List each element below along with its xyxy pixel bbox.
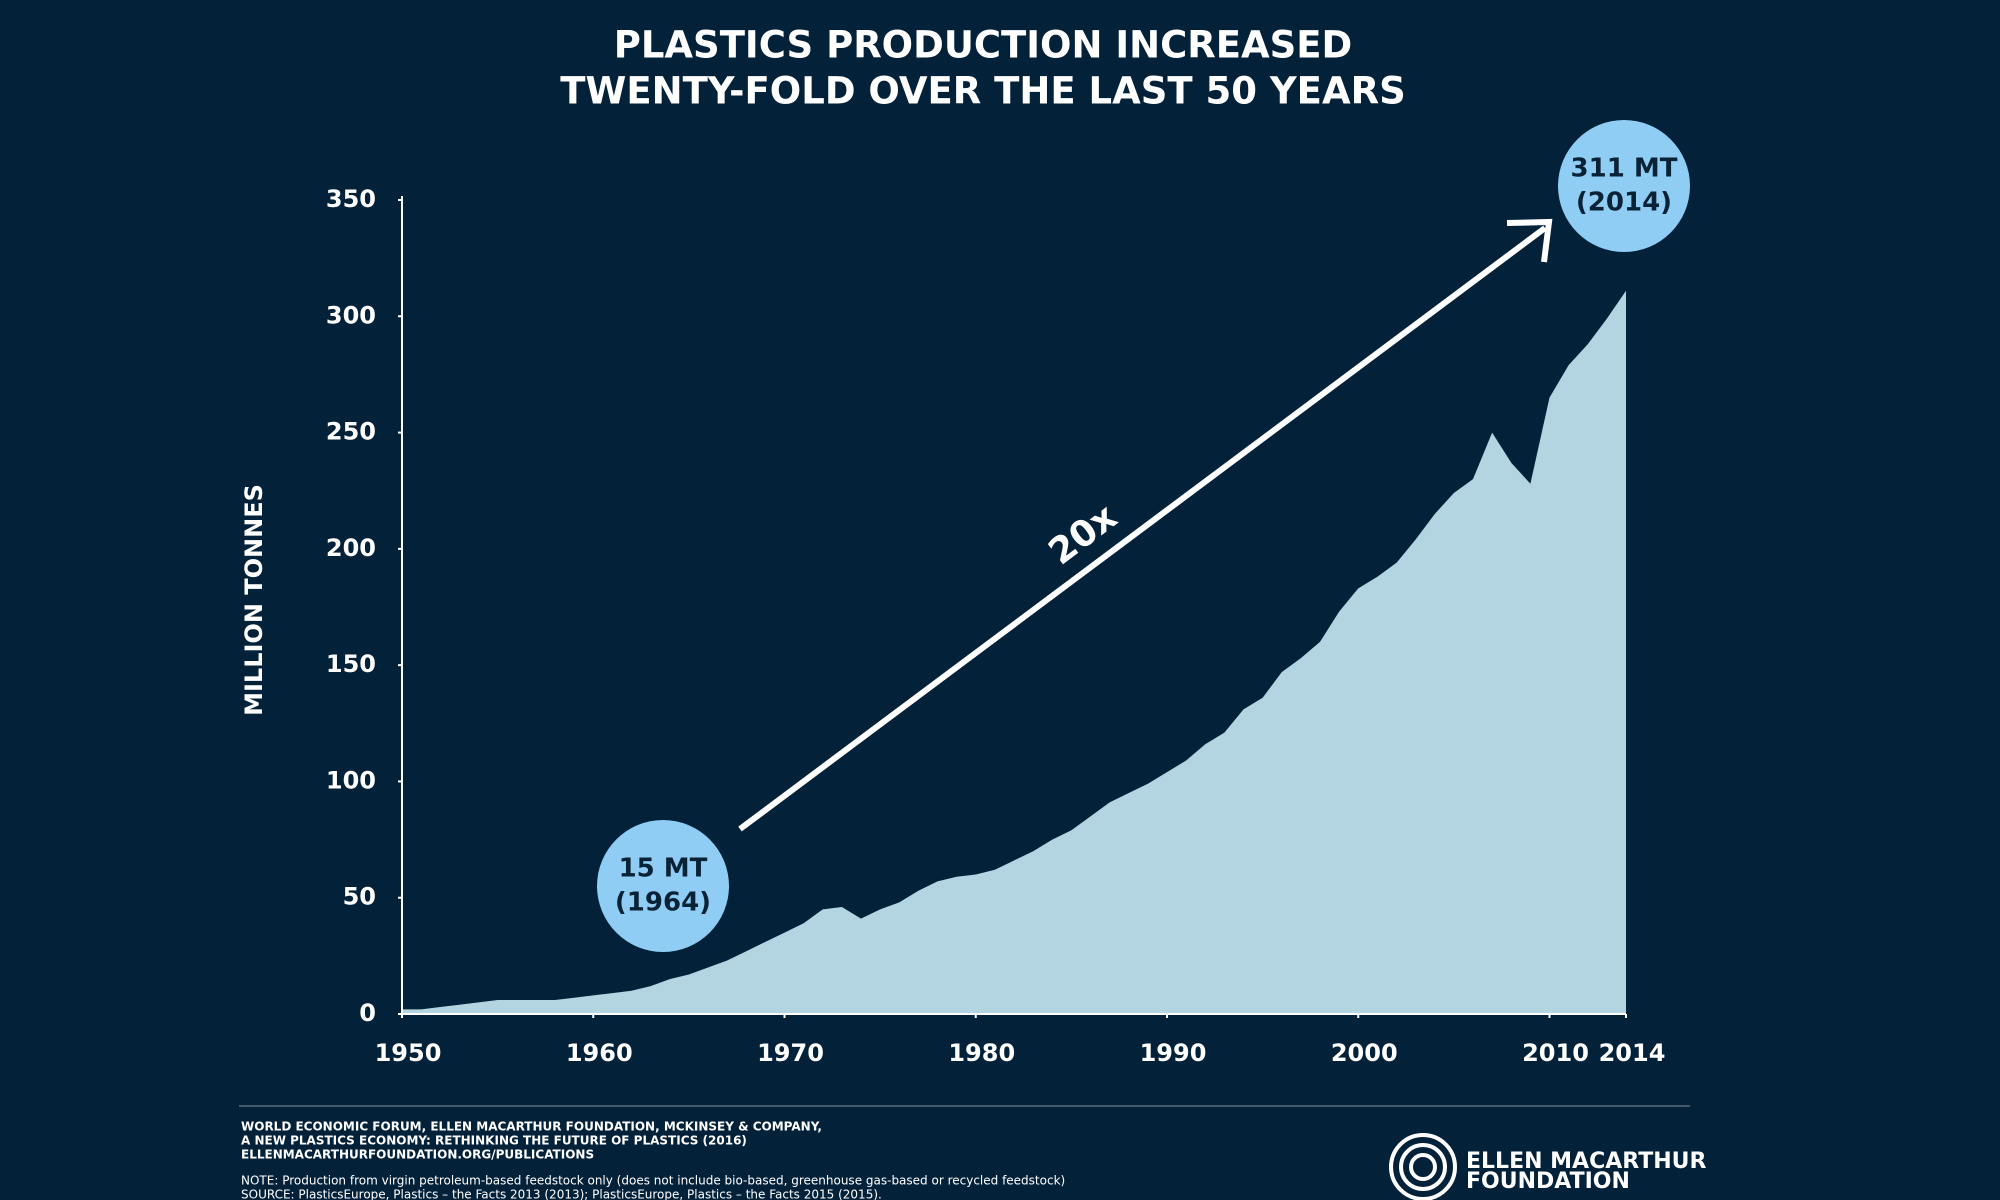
x-tick-label: 1960 [566, 1039, 633, 1067]
y-tick-label: 50 [343, 883, 376, 911]
y-tick-label: 0 [359, 999, 376, 1027]
y-axis-label: MILLION TONNES [240, 484, 268, 716]
x-tick-label: 2014 [1599, 1039, 1666, 1067]
logo-text: ELLEN MACARTHUR [1466, 1149, 1706, 1174]
credit: ELLENMACARTHURFOUNDATION.ORG/PUBLICATION… [241, 1148, 594, 1162]
x-tick-label: 1970 [757, 1039, 824, 1067]
x-tick-label: 1990 [1140, 1039, 1207, 1067]
bubble [597, 820, 729, 952]
plot-area: 0 50 100 150 200 250 300 350 1950 1960 1970 1980 199… [326, 185, 1666, 1067]
credit: A NEW PLASTICS ECONOMY: RETHINKING THE F… [241, 1134, 747, 1148]
y-tick-label: 200 [326, 534, 376, 562]
annotation: 15 MT [619, 854, 708, 884]
annotation: 311 MT [1571, 154, 1678, 184]
y-tick-label: 250 [326, 418, 376, 446]
annotation: (2014) [1576, 188, 1672, 218]
bubble [1558, 120, 1690, 252]
annotation: (1964) [615, 888, 711, 918]
y-tick-label: 350 [326, 185, 376, 213]
chart-title: TWENTY-FOLD OVER THE LAST 50 YEARS [560, 70, 1405, 113]
y-tick-label: 150 [326, 650, 376, 678]
area [402, 290, 1626, 1014]
x-tick-label: 2000 [1331, 1039, 1398, 1067]
logo-mark [1389, 1133, 1457, 1200]
chart-title: PLASTICS PRODUCTION INCREASED [614, 24, 1353, 67]
y-tick-label: 100 [326, 766, 376, 794]
x-tick-label: 1980 [948, 1039, 1015, 1067]
source: SOURCE: PlasticsEurope, Plastics – the F… [241, 1188, 882, 1200]
credit: WORLD ECONOMIC FORUM, ELLEN MACARTHUR FO… [241, 1120, 822, 1134]
logo-text: FOUNDATION [1466, 1169, 1630, 1194]
note: NOTE: Production from virgin petroleum-b… [241, 1174, 1065, 1188]
x-tick-label: 2010 [1522, 1039, 1589, 1067]
y-tick-label: 300 [326, 301, 376, 329]
arrow-head [1506, 218, 1553, 263]
arrow [738, 225, 1547, 832]
x-tick-label: 1950 [375, 1039, 442, 1067]
